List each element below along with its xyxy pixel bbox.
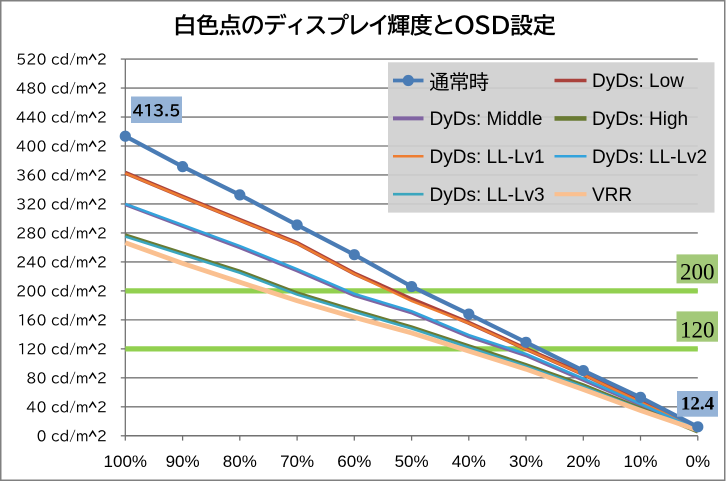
svg-text:0%: 0% xyxy=(686,452,711,471)
svg-text:DyDs: Middle: DyDs: Middle xyxy=(430,109,543,130)
svg-text:DyDs: High: DyDs: High xyxy=(592,109,688,130)
svg-text:100%: 100% xyxy=(104,452,147,471)
svg-text:12.4: 12.4 xyxy=(681,394,715,415)
svg-text:50%: 50% xyxy=(395,452,429,471)
svg-text:70%: 70% xyxy=(280,452,314,471)
svg-text:90%: 90% xyxy=(166,452,200,471)
svg-text:DyDs: Low: DyDs: Low xyxy=(592,71,684,92)
svg-text:120: 120 xyxy=(680,318,715,343)
svg-text:10%: 10% xyxy=(623,452,657,471)
svg-text:DyDs: LL-Lv3: DyDs: LL-Lv3 xyxy=(430,185,545,206)
svg-text:20%: 20% xyxy=(566,452,600,471)
svg-text:200: 200 xyxy=(680,260,715,285)
svg-text:40%: 40% xyxy=(452,452,486,471)
svg-text:VRR: VRR xyxy=(592,185,632,206)
svg-text:DyDs: LL-Lv2: DyDs: LL-Lv2 xyxy=(592,147,707,168)
svg-text:30%: 30% xyxy=(509,452,543,471)
svg-text:60%: 60% xyxy=(337,452,371,471)
svg-text:DyDs: LL-Lv1: DyDs: LL-Lv1 xyxy=(430,147,545,168)
svg-text:80%: 80% xyxy=(223,452,257,471)
